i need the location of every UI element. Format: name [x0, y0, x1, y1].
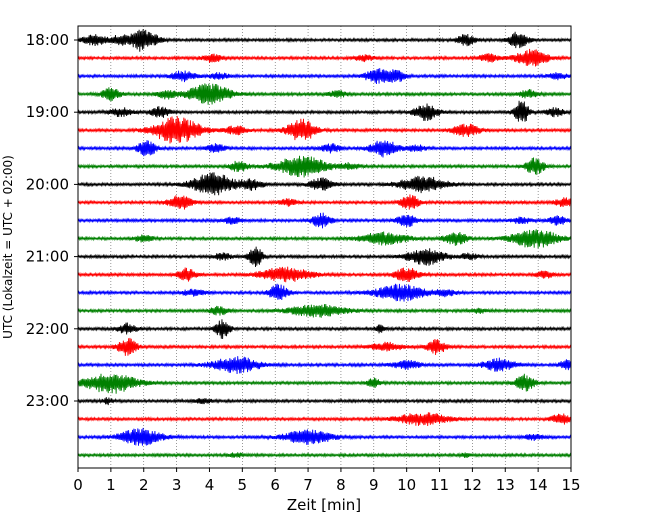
x-axis: 0 1 2 3 4 5 6 7 8 9 10 11 12 13 14 15: [73, 468, 581, 494]
y-tick-label: 23:00: [26, 392, 69, 410]
y-tick-label: 20:00: [26, 175, 69, 193]
x-axis-label: Zeit [min]: [287, 496, 361, 514]
trace-2245: [77, 373, 572, 394]
trace-2000: [77, 172, 572, 196]
trace-1930: [77, 140, 572, 158]
y-axis-label: UTC (Lokalzeit = UTC + 02:00): [1, 155, 15, 339]
trace-2130: [77, 283, 572, 302]
trace-2045: [77, 229, 572, 249]
y-tick-label: 19:00: [26, 103, 69, 121]
x-tick-label: 0: [73, 476, 83, 494]
x-tick-label: 10: [397, 476, 416, 494]
x-tick-label: 4: [205, 476, 215, 494]
y-axis: 18:00 19:00 20:00 21:00 22:00 23:00: [26, 31, 78, 410]
trace-2330: [77, 427, 572, 446]
y-tick-label: 21:00: [26, 248, 69, 266]
trace-2315: [77, 412, 572, 427]
trace-2200: [77, 319, 572, 339]
x-tick-label: 14: [529, 476, 548, 494]
x-tick-label: 7: [303, 476, 313, 494]
x-tick-label: 15: [561, 476, 580, 494]
trace-2230: [77, 356, 572, 374]
plot-frame: [77, 25, 572, 469]
x-tick-label: 13: [496, 476, 515, 494]
y-tick-label: 18:00: [26, 31, 69, 49]
trace-2015: [77, 194, 572, 210]
trace-1800: [77, 29, 572, 52]
x-tick-label: 6: [270, 476, 280, 494]
trace-2115: [77, 266, 572, 283]
x-tick-label: 3: [172, 476, 182, 494]
x-tick-label: 1: [106, 476, 116, 494]
x-tick-label: 12: [463, 476, 482, 494]
trace-1900: [77, 100, 572, 122]
trace-1845: [77, 83, 572, 105]
trace-2100: [77, 246, 572, 267]
x-tick-label: 11: [430, 476, 449, 494]
trace-1945: [77, 155, 572, 178]
trace-2300: [77, 397, 572, 406]
plot-area: [78, 26, 571, 468]
x-tick-label: 2: [139, 476, 149, 494]
x-tick-label: 9: [369, 476, 379, 494]
trace-2345: [77, 452, 572, 459]
trace-1915: [77, 116, 572, 144]
trace-2145: [77, 303, 572, 318]
x-tick-label: 8: [336, 476, 346, 494]
traces: [77, 29, 572, 459]
trace-1815: [77, 48, 572, 67]
trace-2215: [77, 337, 572, 356]
x-tick-label: 5: [238, 476, 248, 494]
trace-1830: [77, 68, 572, 84]
trace-2030: [77, 212, 572, 229]
y-tick-label: 22:00: [26, 320, 69, 338]
